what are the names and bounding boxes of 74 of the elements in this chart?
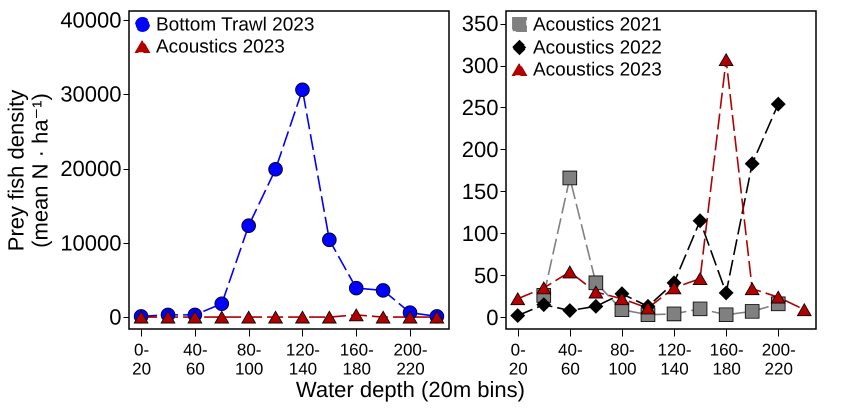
- point: [348, 308, 364, 322]
- point: [322, 310, 337, 324]
- legend-label: Acoustics 2023: [533, 60, 662, 80]
- x-axis-title: Water depth (20m bins): [296, 376, 525, 402]
- y-tick-label: 200: [462, 136, 498, 162]
- point: [536, 282, 552, 294]
- x-tick-label: 160-180: [710, 340, 744, 378]
- y-tick-label: 40000: [60, 7, 122, 32]
- point: [268, 310, 283, 324]
- y-tick-label: 0: [486, 304, 498, 330]
- y-tick-label: 20000: [60, 156, 122, 182]
- point: [796, 303, 812, 316]
- legend-label: Acoustics 2021: [533, 14, 662, 36]
- point: [588, 299, 604, 314]
- point: [562, 303, 578, 318]
- y-tick-label: 30000: [60, 82, 122, 107]
- x-tick-label: 200-220: [393, 340, 428, 378]
- point: [376, 283, 390, 298]
- point: [614, 292, 630, 306]
- x-tick-label: 0-20: [508, 340, 528, 378]
- point: [588, 276, 604, 290]
- point: [692, 272, 708, 286]
- point: [510, 308, 526, 323]
- point: [402, 310, 418, 324]
- point: [744, 282, 760, 296]
- y-tick-label: 350: [462, 11, 498, 36]
- point: [188, 310, 202, 324]
- point: [666, 306, 682, 322]
- x-tick-label: 80-100: [608, 340, 637, 378]
- y-tick-label: 50: [474, 262, 498, 288]
- point: [241, 310, 256, 324]
- x-tick-label: 0-20: [132, 340, 152, 378]
- x-tick-label: 80-100: [234, 340, 264, 378]
- point: [588, 286, 604, 298]
- point: [562, 266, 578, 278]
- legend-label: Bottom Trawl 2023: [156, 14, 314, 36]
- point: [770, 290, 786, 304]
- y-tick-label: 0: [109, 304, 122, 330]
- point: [268, 162, 283, 177]
- point: [295, 82, 310, 98]
- point: [770, 96, 786, 112]
- point: [214, 310, 230, 324]
- point: [295, 310, 310, 324]
- y-tick-label: 300: [462, 53, 498, 78]
- point: [718, 53, 734, 66]
- y-axis-title: Prey fish density (mean N · ha⁻¹): [3, 90, 52, 252]
- y-tick-label: 100: [462, 220, 498, 246]
- point: [744, 304, 760, 319]
- legend-label: Acoustics 2023: [156, 36, 285, 58]
- y-tick-label: 10000: [60, 230, 122, 256]
- point: [214, 296, 230, 312]
- y-tick-label: 250: [462, 94, 498, 120]
- point: [692, 302, 708, 316]
- point: [718, 286, 734, 300]
- point: [744, 156, 760, 171]
- legend-label: Acoustics 2022: [533, 38, 662, 58]
- point: [160, 310, 176, 324]
- y-tick-label: 150: [462, 178, 498, 204]
- point: [562, 170, 578, 186]
- point: [376, 310, 390, 324]
- point: [666, 282, 682, 294]
- point: [692, 213, 708, 228]
- x-tick-label: 120-140: [658, 340, 692, 378]
- x-tick-label: 200-220: [762, 340, 796, 378]
- x-tick-label: 40-60: [558, 340, 583, 378]
- point: [322, 232, 337, 248]
- point: [510, 292, 526, 306]
- x-tick-label: 40-60: [183, 340, 208, 378]
- point: [241, 218, 256, 234]
- x-tick-label: 160-180: [340, 340, 374, 378]
- point: [348, 280, 364, 296]
- point: [718, 307, 734, 322]
- point: [536, 297, 552, 312]
- x-tick-label: 120-140: [286, 340, 320, 378]
